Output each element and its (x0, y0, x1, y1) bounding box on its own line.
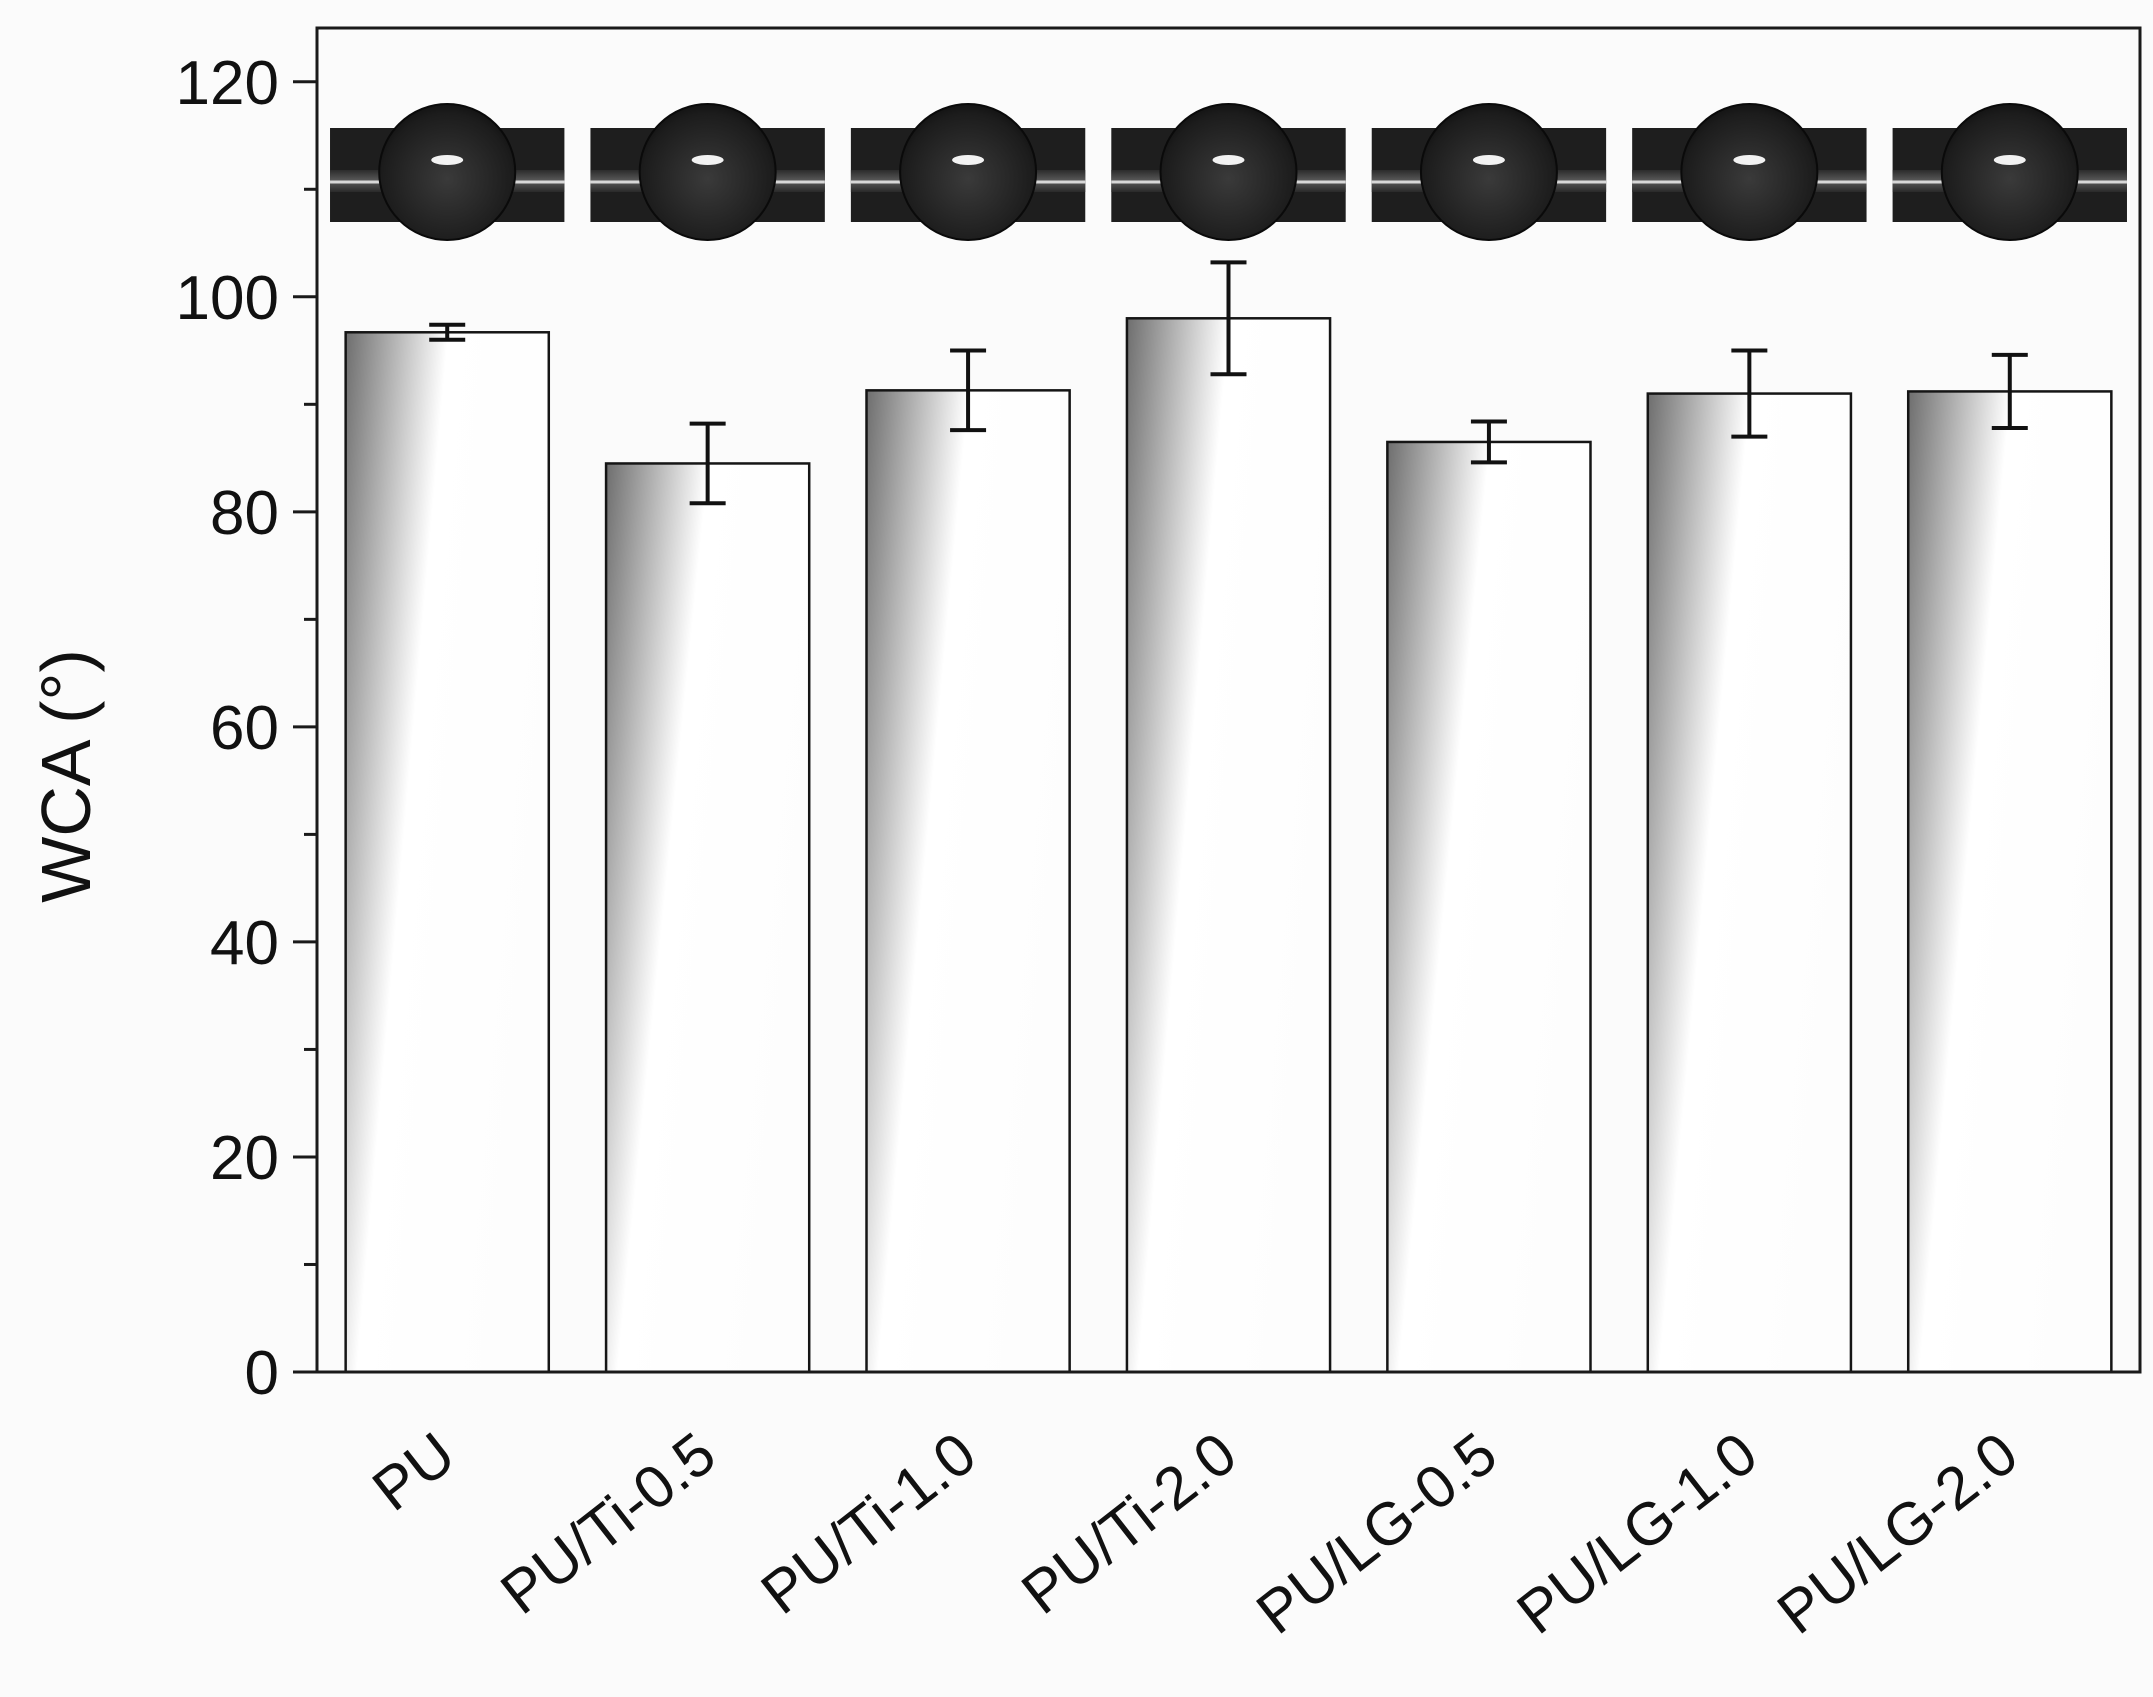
error-bar-6 (1731, 348, 1768, 439)
droplet-photo-7 (1892, 103, 2127, 241)
x-category-label: PU/LG-2.0 (1765, 1419, 2030, 1646)
droplet-highlight (1993, 155, 2026, 165)
y-ticks-group: 0 20 40 60 80 100 120 (176, 49, 317, 1408)
bar-2 (604, 462, 811, 1374)
error-bar-2 (689, 421, 726, 506)
droplet-photos (330, 103, 2127, 241)
water-droplet (1940, 103, 2079, 241)
plot-frame (315, 26, 2142, 1374)
droplet-highlight (1472, 155, 1505, 165)
bar-7 (1906, 390, 2113, 1374)
axes-group (315, 26, 2142, 1374)
droplet-highlight (691, 155, 724, 165)
y-tick-label: 20 (210, 1124, 279, 1193)
error-bars-group (429, 260, 2028, 506)
error-bar-4 (1210, 260, 1247, 377)
y-axis-title: WCA (°) (27, 649, 105, 903)
bars-group (344, 317, 2113, 1374)
droplet-photo-4 (1111, 103, 1346, 241)
droplet-photo-5 (1371, 103, 1607, 241)
x-category-label: PU/LG-1.0 (1505, 1419, 1770, 1646)
error-bar-5 (1470, 419, 1507, 465)
water-droplet (378, 103, 517, 241)
error-bar-1 (429, 322, 466, 342)
bar-3 (865, 389, 1071, 1374)
water-droplet (1680, 103, 1819, 241)
water-droplet (899, 103, 1038, 241)
y-tick-label: 80 (210, 479, 279, 548)
y-tick-label: 100 (176, 264, 279, 333)
water-droplet (638, 103, 777, 241)
x-category-label: PU/Ti-2.0 (1009, 1419, 1248, 1626)
y-tick-label: 0 (245, 1339, 279, 1408)
y-tick-label: 120 (176, 49, 279, 118)
error-bar-7 (1991, 352, 2028, 430)
droplet-photo-3 (850, 103, 1086, 241)
error-bar-3 (950, 348, 987, 433)
water-droplet (1419, 103, 1558, 241)
bar-6 (1646, 392, 1853, 1374)
bar-4 (1125, 317, 1332, 1374)
droplet-highlight (952, 155, 985, 165)
droplet-highlight (1733, 155, 1766, 165)
y-tick-label: 60 (210, 694, 279, 763)
x-category-label: PU (360, 1419, 467, 1523)
water-droplet (1159, 103, 1298, 241)
droplet-photo-6 (1632, 103, 1867, 241)
droplet-highlight (1212, 155, 1245, 165)
x-category-label: PU/Ti-0.5 (488, 1419, 727, 1626)
bar-5 (1386, 440, 1592, 1374)
y-tick-label: 40 (210, 909, 279, 978)
bar-1 (344, 331, 551, 1374)
droplet-photo-1 (330, 103, 565, 241)
x-category-label: PU/LG-0.5 (1244, 1419, 1509, 1646)
droplet-photo-2 (590, 103, 825, 241)
droplet-highlight (431, 155, 464, 165)
x-category-label: PU/Ti-1.0 (749, 1419, 988, 1626)
x-category-labels: PU PU/Ti-0.5 PU/Ti-1.0 PU/Ti-2.0PU/LG-0.5PU… (360, 1419, 2030, 1646)
